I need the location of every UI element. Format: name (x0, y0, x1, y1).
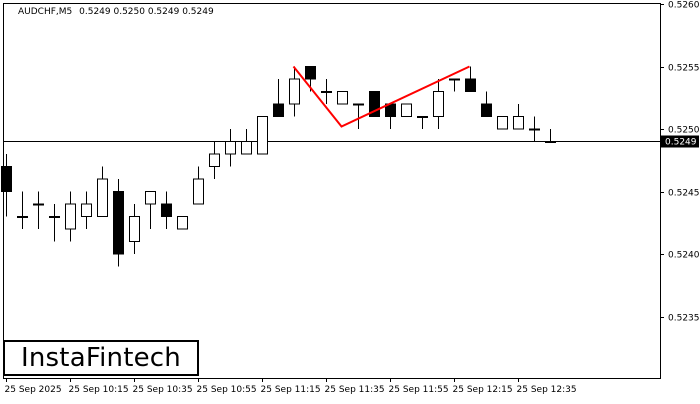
x-tick-label: 25 Sep 10:35 (133, 385, 193, 395)
bull-candle (33, 203, 44, 206)
bull-candle (129, 216, 140, 242)
bull-candle (49, 216, 60, 218)
symbol-label: AUDCHF,M5 (18, 7, 72, 17)
ohlc-label: 0.5249 0.5250 0.5249 0.5249 (79, 7, 214, 17)
bull-candle (97, 178, 108, 217)
bull-candle (337, 91, 348, 105)
current-price-label: 0.5249 (665, 138, 697, 148)
logo-text: InstaFintech (21, 343, 181, 373)
bear-candle (369, 91, 380, 117)
bull-candle (145, 191, 156, 205)
double-top-pattern-line (292, 65, 470, 128)
bear-candle (273, 103, 284, 117)
x-tick-label: 25 Sep 10:55 (197, 385, 257, 395)
bull-candle (65, 203, 76, 230)
bear-candle (465, 78, 476, 92)
bull-candle (193, 178, 204, 205)
bull-candle (417, 116, 428, 118)
bull-candle (17, 216, 28, 218)
bull-candle (353, 103, 364, 106)
brand-logo: InstaFintech (3, 340, 199, 376)
x-tick-label: 25 Sep 11:15 (261, 385, 321, 395)
bear-candle (481, 103, 492, 117)
bull-candle (545, 141, 556, 143)
bull-candle (449, 78, 460, 81)
bull-candle (177, 216, 188, 230)
bull-candle (513, 116, 524, 130)
chart-header: AUDCHF,M5 0.5249 0.5250 0.5249 0.5249 (18, 7, 214, 17)
y-tick-label: 0.5240 (668, 251, 700, 261)
y-tick-label: 0.5250 (668, 126, 700, 136)
x-tick-label: 25 Sep 10:15 (69, 385, 129, 395)
y-tick-label: 0.5245 (668, 189, 700, 199)
bull-candle (497, 116, 508, 130)
x-tick-label: 25 Sep 2025 (5, 385, 62, 395)
bear-candle (1, 166, 12, 192)
bull-candle (257, 116, 268, 155)
y-tick-label: 0.5255 (668, 64, 700, 74)
x-tick-label: 25 Sep 11:55 (389, 385, 449, 395)
y-tick-label: 0.5235 (668, 314, 700, 324)
y-tick-label: 0.5260 (668, 1, 700, 11)
bull-candle (433, 91, 444, 117)
bear-candle (305, 66, 316, 80)
bull-candle (225, 141, 236, 155)
bull-candle (401, 103, 412, 117)
pattern-layer (292, 65, 470, 128)
x-tick-label: 25 Sep 12:15 (453, 385, 513, 395)
bull-candle (321, 91, 332, 93)
labels-layer: 0.5235 0.5240 0.5245 0.5250 0.5255 0.5260 25 S… (5, 1, 700, 396)
candles-layer (1, 66, 556, 267)
bull-candle (289, 78, 300, 105)
current-price-tag (661, 135, 699, 148)
bull-candle (209, 153, 220, 167)
bear-candle (113, 191, 124, 255)
bull-candle (81, 203, 92, 217)
x-tick-label: 25 Sep 11:35 (325, 385, 385, 395)
bear-candle (161, 203, 172, 217)
bull-candle (529, 128, 540, 131)
x-tick-label: 25 Sep 12:35 (517, 385, 577, 395)
bull-candle (241, 141, 252, 155)
